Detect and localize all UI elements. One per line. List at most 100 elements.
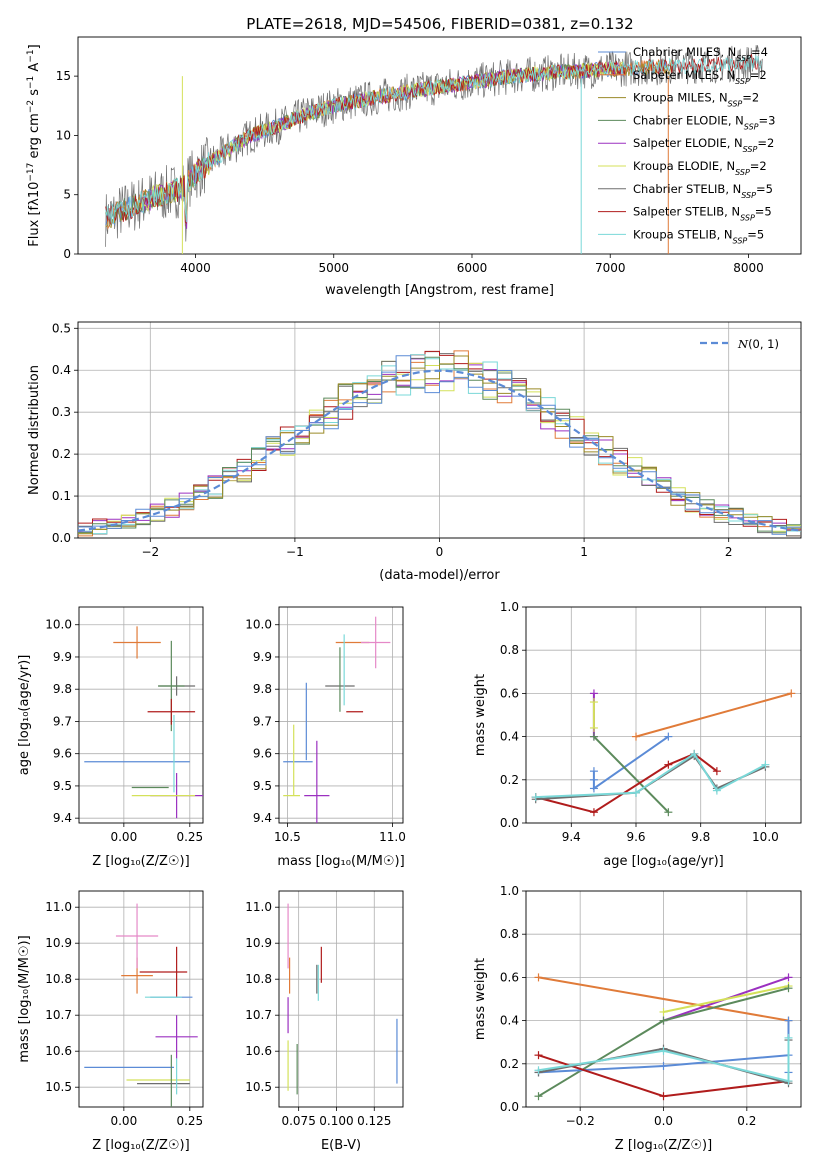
mass_vs_EBV-xtick-label: 0.075 [281,1114,315,1128]
residuals-xtick-label: −2 [141,545,159,559]
legend-sub: SSP [736,54,751,63]
legend-rest: =5 [755,205,772,219]
spectrum-ylabel-part: s [27,89,42,100]
legend-args: (0, 1) [748,337,779,351]
massweight_vs_Z-ylabel: mass weight [473,958,488,1040]
massweight_vs_Z-frame [525,890,802,1108]
spectrum-legend-label: Salpeter ELODIE, NSSP=2 [633,136,774,154]
residuals-ytick-label: 0.0 [52,531,71,545]
residuals-xtick-label: 1 [580,545,588,559]
residuals-gaussian-line [78,369,801,532]
age_vs_Z-ylabel: age [log₁₀(age/yr)] [17,655,32,776]
mass_vs_Z-frame [78,890,204,1108]
age_vs_mass-ytick-label: 9.6 [253,747,272,761]
residuals-steps [78,350,801,537]
age_vs_mass-xtick-label: 10.5 [274,830,301,844]
massweight_vs_Z-xlabel: Z [log₁₀(Z/Z☉)] [615,1138,712,1153]
residuals-frame [77,321,802,539]
spectrum-ylabel-part: ] [27,44,42,49]
massweight_vs_age-series-line [592,735,669,791]
mass_vs_Z-ytick-label: 11.0 [45,900,72,914]
massweight_vs_Z-lines [534,973,793,1101]
massweight_vs_Z-ytick-label: 0.8 [500,927,519,941]
massweight_vs_Z-xtick-label: −0.2 [566,1114,595,1128]
legend-rest: =2 [742,91,759,105]
age_vs_Z-ytick-label: 9.8 [53,682,72,696]
spectrum-ylabel-part: 10 [27,182,42,199]
residuals-xlabel: (data-model)/error [379,568,500,583]
mass_vs_EBV-frame [278,890,404,1108]
legend-sub: SSP [741,190,756,199]
massweight_vs_Z-ytick-label: 1.0 [500,884,519,898]
legend-rest: =3 [759,113,776,127]
spectrum-ylabel-part: −2 [26,100,36,113]
spectrum-axes: 4000 5000 6000 7000 8000 0 5 10 15 [56,36,802,275]
spectrum-ytick-label: 0 [63,247,71,261]
age_vs_mass-ytick-label: 10.0 [245,618,272,632]
spectrum-legend-label: Salpeter MILES, NSSP=2 [633,68,767,86]
massweight_vs_age-xtick-label: 9.8 [691,830,710,844]
spectrum-ylabel-part: erg cm [27,113,42,162]
age_vs_Z-xtick-label: 0.00 [110,830,137,844]
mass_vs_Z-xlabel: Z [log₁₀(Z/Z☉)] [92,1138,189,1153]
spectrum-ylabel: Flux [fλ10−17 erg cm−2 s−1 A−1] [26,44,42,246]
spectrum-ylabel-part: −1 [26,76,36,89]
massweight_vs_age-xtick-label: 9.4 [562,830,581,844]
spectrum-xtick-label: 7000 [595,261,626,275]
mass_vs_EBV-ytick-label: 10.7 [245,1008,272,1022]
age_vs_mass-ytick-label: 9.8 [253,682,272,696]
legend-prefix: Kroupa ELODIE, N [633,159,735,173]
spectrum-series-line [105,59,673,227]
spectrum-legend-label: Chabrier ELODIE, NSSP=3 [633,113,775,130]
age_vs_Z-xlabel: Z [log₁₀(Z/Z☉)] [92,854,189,869]
legend-sub: SSP [728,99,743,108]
spectrum-legend-label: Salpeter STELIB, NSSP=5 [633,205,772,223]
age_vs_Z-ytick-label: 9.6 [53,747,72,761]
age_vs_mass-axes: 10.5 11.0 9.4 9.5 9.6 9.7 9.8 9.9 10.0 [245,606,406,844]
legend-prefix: Chabrier STELIB, N [633,182,741,196]
age_vs_Z-ytick-label: 9.9 [53,650,72,664]
spectrum-ytick-label: 10 [56,128,71,142]
legend-prefix: Kroupa STELIB, N [633,227,733,241]
massweight_vs_age-ytick-label: 1.0 [500,600,519,614]
age_vs_mass-errorbars [283,616,391,823]
age_vs_mass-ytick-label: 9.5 [253,779,272,793]
mass_vs_EBV-xlabel: E(B-V) [321,1138,361,1153]
spectrum-lines [105,45,763,254]
age_vs_Z-ytick-label: 9.5 [53,779,72,793]
residuals-ytick-label: 0.1 [52,489,71,503]
spectrum-xtick-label: 5000 [318,261,349,275]
mass_vs_Z-ytick-label: 10.5 [45,1080,72,1094]
mass_vs_Z-xtick-label: 0.25 [176,1114,203,1128]
mass_vs_EBV-ytick-label: 10.6 [245,1044,272,1058]
spectrum-series-line [105,55,762,224]
legend-sub: SSP [744,122,759,131]
age_vs_mass-ytick-label: 9.9 [253,650,272,664]
spectrum-ylabel-part: λ [27,198,42,206]
residuals-xtick-label: 0 [436,545,444,559]
spectrum-xtick-label: 6000 [457,261,488,275]
mass_vs_Z-ytick-label: 10.7 [45,1008,72,1022]
legend-rest: =5 [756,182,773,196]
age_vs_mass-frame [278,606,404,824]
age_vs_Z-errorbars [84,626,203,819]
massweight_vs_age-ylabel: mass weight [473,674,488,756]
massweight_vs_Z-ytick-label: 0.6 [500,970,519,984]
residuals-xtick-label: −1 [286,545,304,559]
spectrum-series-line [105,61,624,228]
mass_vs_Z-errorbars [84,903,198,1107]
spectrum-legend-label: Chabrier STELIB, NSSP=5 [633,182,773,200]
residuals-ytick-label: 0.5 [52,321,71,335]
residuals-step-line [78,350,801,531]
spectrum-xlabel: wavelength [Angstrom, rest frame] [325,283,554,298]
spectrum-frame [77,36,802,255]
legend-rest: =5 [747,227,764,241]
age_vs_Z-frame [78,606,204,824]
spectrum-ylabel-part: −1 [26,49,36,62]
massweight_vs_Z-ytick-label: 0.4 [500,1014,519,1028]
mass_vs_Z-ytick-label: 10.8 [45,972,72,986]
spectrum-ylabel-part: Flux [f [27,205,42,246]
massweight_vs_Z-series-line [663,985,789,1013]
